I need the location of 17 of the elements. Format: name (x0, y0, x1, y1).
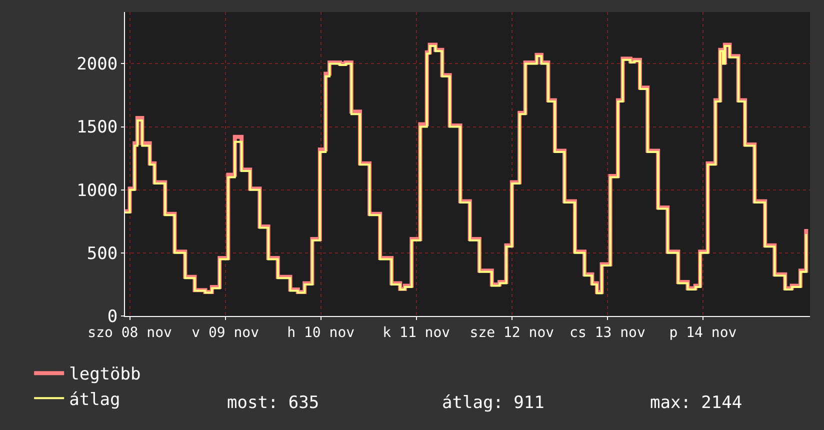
y-tick-label: 1000 (76, 180, 118, 201)
x-tick-label: szo 08 nov (88, 324, 172, 341)
x-tick-label: cs 13 nov (570, 324, 646, 341)
y-tick-label: 2000 (76, 54, 118, 75)
text: most: 635 (227, 393, 320, 413)
text: max: 2144 (650, 393, 742, 413)
x-tick-label: v 09 nov (192, 324, 260, 341)
y-tick-label: 0 (107, 306, 118, 327)
legend-label: átlag (69, 390, 120, 410)
y-tick-label: 500 (86, 244, 118, 264)
x-tick-label: h 10 nov (287, 324, 355, 341)
y-tick-label: 1500 (76, 118, 118, 138)
x-tick-label: sze 12 nov (470, 324, 554, 341)
x-tick-label: k 11 nov (382, 324, 450, 341)
text: átlag: 911 (442, 393, 544, 413)
x-tick-label: p 14 nov (669, 324, 737, 341)
legend-label: legtöbb (69, 364, 141, 385)
